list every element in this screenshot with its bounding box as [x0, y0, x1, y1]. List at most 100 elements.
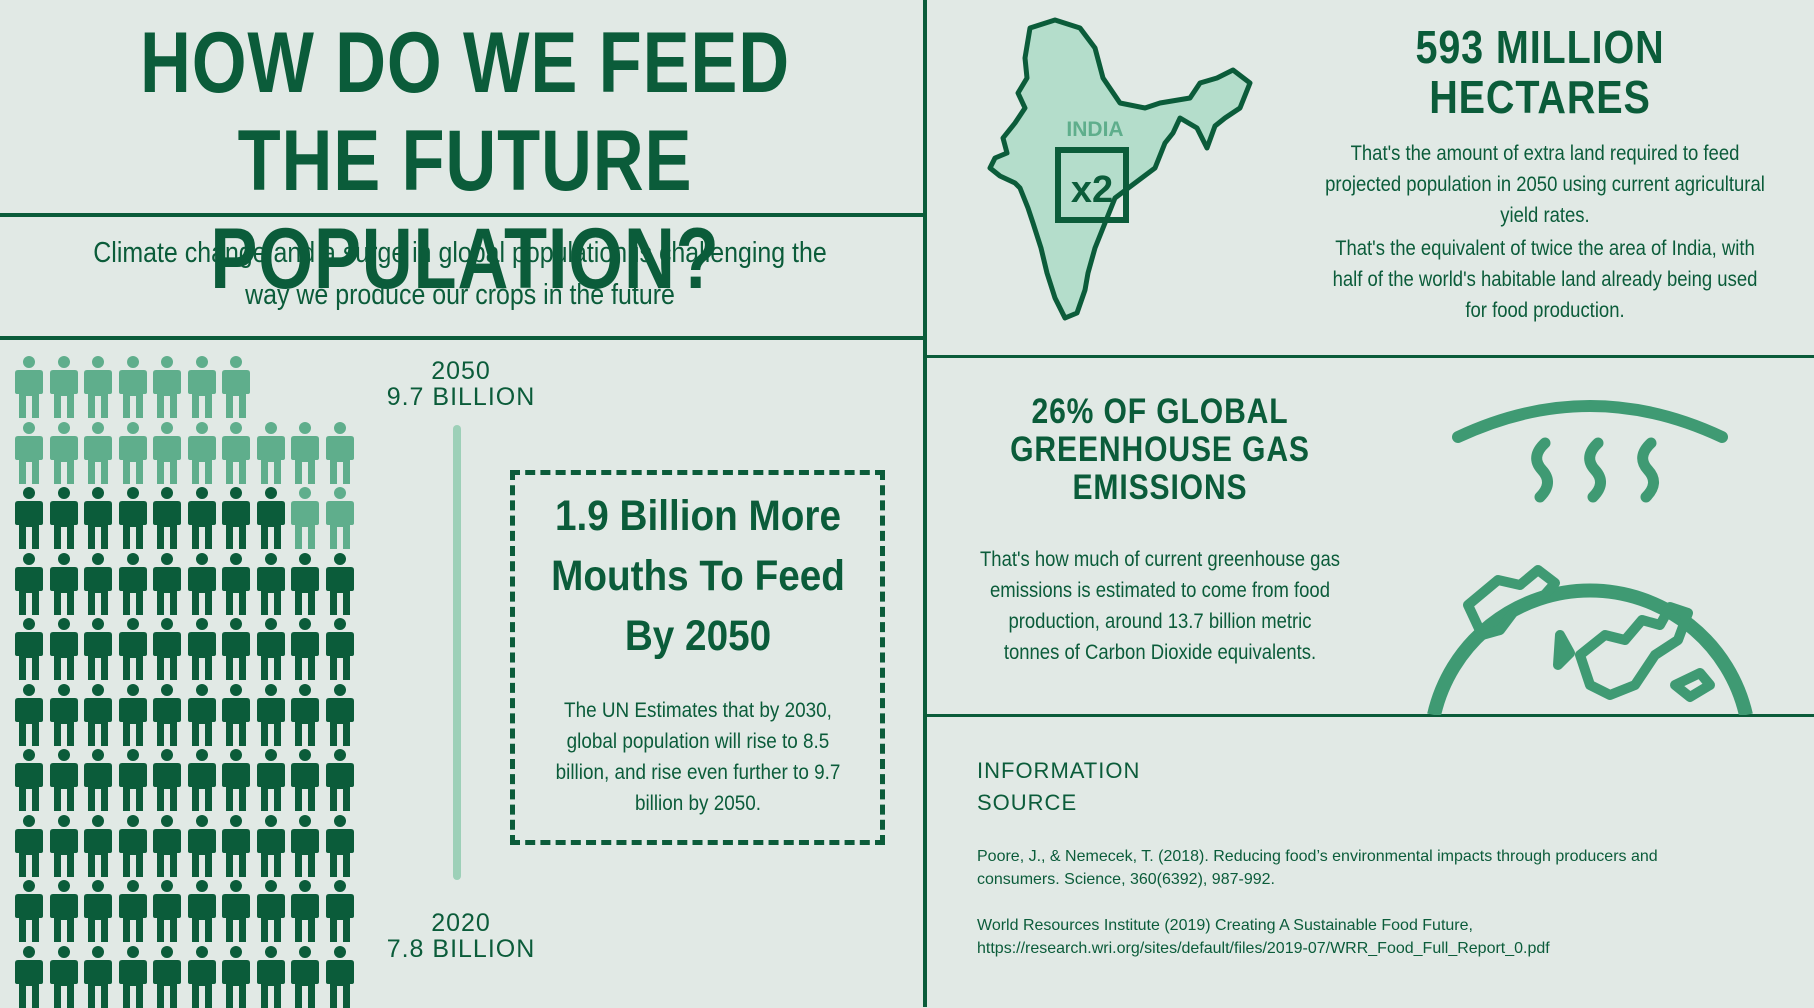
person-icon — [49, 945, 78, 1008]
person-icon — [222, 618, 250, 680]
person-icon — [291, 618, 319, 680]
person-icon — [49, 487, 78, 549]
person-icon — [49, 618, 78, 680]
person-icon — [256, 421, 285, 484]
timeline-bottom-year: 2020 — [431, 909, 491, 937]
person-icon — [256, 749, 285, 811]
person-icon — [153, 683, 181, 746]
person-icon — [49, 421, 78, 484]
timeline-bar — [453, 425, 461, 880]
person-icon — [325, 945, 354, 1008]
person-icon — [153, 356, 181, 418]
person-icon — [187, 814, 216, 877]
person-icon — [256, 814, 285, 877]
person-icon — [15, 749, 43, 811]
person-icon — [49, 814, 78, 877]
person-icon — [118, 487, 147, 549]
person-icon — [187, 487, 216, 549]
person-icon — [153, 421, 181, 484]
person-icon — [222, 945, 250, 1008]
subtitle-divider — [0, 336, 925, 340]
person-icon — [118, 552, 147, 615]
person-icon — [325, 552, 354, 615]
person-icon — [291, 487, 319, 549]
person-icon — [325, 487, 354, 549]
person-icon — [222, 880, 250, 942]
person-icon — [325, 618, 354, 680]
land-headline: 593 MILLION HECTARES — [1415, 21, 1665, 123]
person-icon — [49, 749, 78, 811]
timeline-bottom-value: 7.8 BILLION — [386, 935, 536, 963]
person-icon — [291, 945, 319, 1008]
person-icon — [84, 749, 112, 811]
person-icon — [153, 880, 181, 942]
page-title: HOW DO WE FEED THE FUTURE POPULATION? — [139, 15, 791, 307]
person-icon — [187, 421, 216, 484]
timeline-top-label: 2050 9.7 BILLION — [381, 358, 541, 410]
person-icon — [325, 880, 354, 942]
person-icon — [49, 356, 78, 418]
person-icon — [49, 880, 78, 942]
timeline-top-year: 2050 — [431, 357, 491, 385]
map-country-label: INDIA — [1066, 118, 1123, 141]
person-icon — [222, 749, 250, 811]
person-icon — [15, 356, 43, 418]
person-icon — [118, 749, 147, 811]
sources-label: INFORMATION SOURCE — [977, 758, 1141, 815]
person-icon — [222, 356, 250, 418]
india-map-icon: INDIA x2 — [987, 17, 1253, 321]
person-icon — [187, 356, 216, 418]
person-icon — [153, 552, 181, 615]
person-icon — [118, 880, 147, 942]
emissions-text: That's how much of current greenhouse ga… — [979, 548, 1340, 664]
person-icon — [222, 552, 250, 615]
person-icon — [84, 814, 112, 877]
timeline-top-value: 9.7 BILLION — [386, 383, 536, 411]
person-icon — [291, 421, 319, 484]
person-icon — [256, 683, 285, 746]
person-icon — [256, 945, 285, 1008]
person-icon — [291, 683, 319, 746]
person-icon — [256, 552, 285, 615]
person-icon — [84, 356, 112, 418]
person-icon — [256, 487, 285, 549]
land-text-1: That's the amount of extra land required… — [1325, 142, 1765, 227]
person-icon — [118, 356, 147, 418]
person-icon — [84, 552, 112, 615]
person-icon — [84, 421, 112, 484]
person-icon — [15, 945, 43, 1008]
person-icon — [325, 814, 354, 877]
person-icon — [256, 880, 285, 942]
person-icon — [15, 814, 43, 877]
person-icon — [187, 945, 216, 1008]
person-icon — [15, 487, 43, 549]
person-icon — [49, 683, 78, 746]
person-icon — [325, 683, 354, 746]
title-divider — [0, 213, 925, 217]
person-icon — [153, 487, 181, 549]
land-divider — [925, 355, 1814, 358]
claim-box — [510, 470, 885, 845]
person-icon — [187, 552, 216, 615]
person-icon — [15, 683, 43, 746]
person-icon — [15, 880, 43, 942]
map-multiplier: x2 — [1071, 169, 1113, 211]
person-icon — [187, 683, 216, 746]
person-icon — [153, 814, 181, 877]
person-icon — [187, 880, 216, 942]
person-icon — [222, 683, 250, 746]
person-icon — [84, 880, 112, 942]
person-icon — [118, 618, 147, 680]
person-icon — [118, 683, 147, 746]
page-subtitle: Climate change and a surge in global pop… — [93, 237, 827, 311]
global-warming-icon — [1427, 400, 1753, 715]
land-text-2: That's the equivalent of twice the area … — [1332, 237, 1758, 322]
person-icon — [325, 421, 354, 484]
person-icon — [222, 421, 250, 484]
person-icon — [84, 683, 112, 746]
source-reference-1: Poore, J., & Nemecek, T. (2018). Reducin… — [977, 848, 1658, 888]
person-icon — [118, 945, 147, 1008]
person-icon — [49, 552, 78, 615]
person-icon — [187, 749, 216, 811]
person-icon — [222, 487, 250, 549]
